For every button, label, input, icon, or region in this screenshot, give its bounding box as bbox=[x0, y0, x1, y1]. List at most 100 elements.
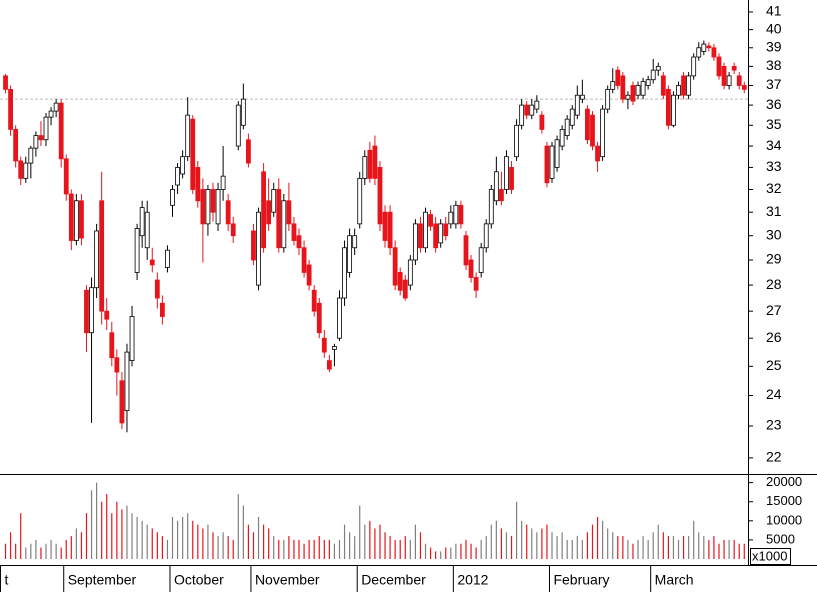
y-tick-label: 26 bbox=[766, 329, 782, 345]
candle-body bbox=[736, 75, 742, 86]
candle-body bbox=[63, 158, 69, 195]
candle-body bbox=[686, 75, 692, 96]
y-tick-label: 34 bbox=[766, 137, 782, 153]
candle-body bbox=[564, 118, 570, 136]
y-tick-label: 28 bbox=[766, 276, 782, 292]
x-tick-label: September bbox=[68, 572, 137, 588]
candle-body bbox=[129, 316, 135, 361]
candle-body bbox=[721, 65, 727, 86]
candle-body bbox=[79, 200, 84, 239]
candle-body bbox=[134, 228, 140, 273]
candle-body bbox=[337, 297, 342, 339]
candle-body bbox=[53, 102, 59, 112]
x-tick-label: t bbox=[4, 572, 8, 588]
candle-body bbox=[38, 135, 44, 141]
candle-body bbox=[225, 200, 231, 225]
candle-body bbox=[296, 235, 302, 249]
candle-body bbox=[585, 108, 590, 141]
candle-body bbox=[114, 357, 120, 373]
candle-body bbox=[397, 272, 403, 291]
candle-body bbox=[514, 124, 519, 158]
candle-body bbox=[271, 189, 277, 213]
candle-body bbox=[84, 289, 89, 334]
candle-body bbox=[94, 230, 100, 289]
candle-body bbox=[210, 189, 216, 213]
y-tick-label: 32 bbox=[766, 180, 782, 196]
candle-body bbox=[230, 223, 236, 237]
candle-body bbox=[412, 223, 418, 261]
candle-body bbox=[448, 211, 454, 225]
candle-body bbox=[660, 75, 666, 96]
candle-body bbox=[170, 189, 175, 206]
volume-unit-label: x1000 bbox=[752, 548, 787, 563]
unit-box bbox=[750, 548, 791, 565]
volume-tick-label: 5000 bbox=[766, 531, 795, 546]
candle-body bbox=[215, 189, 221, 225]
candle-body bbox=[544, 145, 550, 184]
y-tick-label: 33 bbox=[766, 158, 782, 174]
candle-body bbox=[630, 85, 636, 102]
candle-body bbox=[316, 302, 322, 334]
candle-body bbox=[43, 116, 49, 141]
candle-body bbox=[357, 177, 363, 225]
candle-body bbox=[124, 351, 130, 412]
candle-body bbox=[483, 223, 489, 249]
candle-body bbox=[726, 75, 732, 86]
candle-body bbox=[165, 249, 170, 268]
candle-body bbox=[261, 171, 266, 249]
candle-body bbox=[504, 156, 509, 190]
candle-body bbox=[3, 75, 8, 90]
candle-body bbox=[220, 175, 226, 190]
candle-body bbox=[48, 110, 54, 118]
candle-body bbox=[33, 135, 39, 149]
candle-body bbox=[676, 85, 681, 96]
candle-body bbox=[418, 223, 423, 249]
candle-body bbox=[488, 189, 494, 225]
candle-body bbox=[741, 85, 747, 90]
candle-body bbox=[276, 189, 282, 249]
candle-body bbox=[665, 88, 671, 126]
candle-body bbox=[68, 193, 74, 241]
candle-body bbox=[428, 214, 433, 227]
candle-body bbox=[392, 247, 398, 286]
candle-body bbox=[574, 94, 580, 116]
candle-body bbox=[367, 149, 373, 179]
candle-body bbox=[716, 56, 722, 77]
candle-body bbox=[529, 104, 535, 116]
candle-body bbox=[266, 200, 272, 225]
candle-body bbox=[579, 94, 585, 100]
candle-body bbox=[190, 118, 196, 190]
candle-body bbox=[681, 75, 686, 96]
candle-body bbox=[28, 147, 34, 164]
candle-body bbox=[711, 47, 717, 58]
candle-body bbox=[8, 88, 13, 130]
candle-body bbox=[478, 247, 484, 273]
y-tick-label: 25 bbox=[766, 357, 782, 373]
candle-body bbox=[402, 279, 408, 299]
candle-body bbox=[195, 167, 201, 202]
candle-body bbox=[625, 94, 631, 100]
candle-body bbox=[640, 81, 646, 96]
candle-body bbox=[519, 104, 525, 126]
candle-body bbox=[423, 211, 428, 249]
candle-body bbox=[180, 156, 186, 175]
candle-body bbox=[159, 302, 165, 317]
candle-body bbox=[89, 287, 94, 334]
candle-body bbox=[691, 56, 697, 77]
candle-body bbox=[731, 65, 737, 71]
y-tick-label: 37 bbox=[766, 76, 782, 92]
y-tick-label: 41 bbox=[766, 3, 782, 19]
candle-body bbox=[534, 100, 540, 110]
x-tick-label: February bbox=[553, 572, 609, 588]
candle-body bbox=[696, 47, 702, 58]
y-tick-label: 40 bbox=[766, 20, 782, 36]
candle-body bbox=[433, 223, 439, 249]
candle-body bbox=[407, 259, 413, 286]
candle-body bbox=[458, 204, 464, 225]
candle-body bbox=[387, 211, 393, 249]
candle-body bbox=[149, 259, 155, 266]
candle-body bbox=[306, 264, 312, 286]
candle-body bbox=[13, 128, 19, 162]
x-tick-label: October bbox=[174, 572, 224, 588]
